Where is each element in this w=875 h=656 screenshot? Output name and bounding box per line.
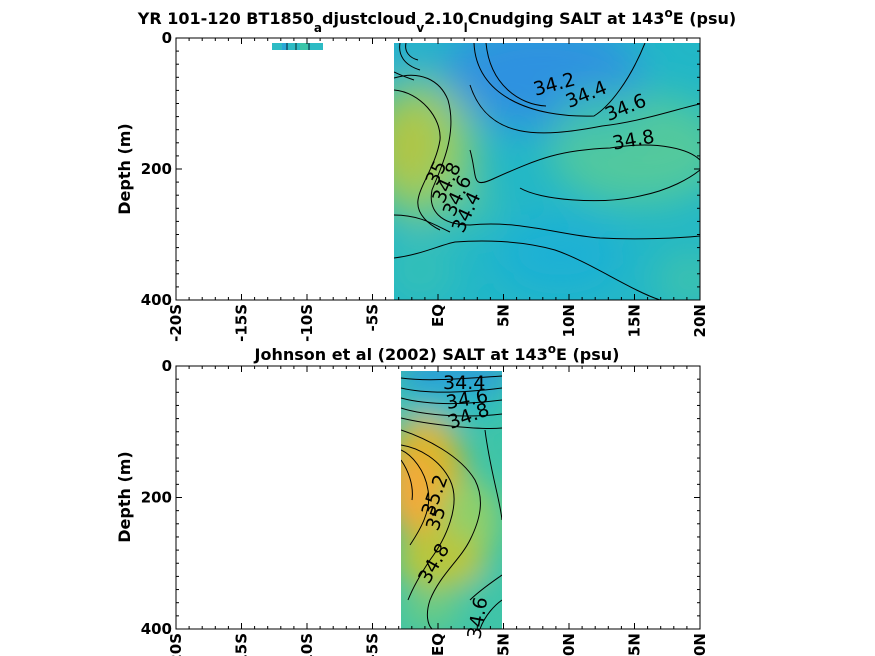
y-tick-label: 0 [162, 357, 172, 375]
contour-lines-observed [401, 375, 502, 629]
salinity-field-observed [401, 371, 502, 629]
y-tick-label: 200 [141, 489, 172, 507]
x-tick-label: EQ [429, 304, 447, 327]
x-tick-label: -15S [233, 304, 251, 342]
contour-label: 34.4 [443, 372, 485, 394]
panel-observed: Johnson et al (2002) SALT at 143oE (psu) [115, 342, 709, 656]
salinity-field-model [394, 43, 700, 300]
x-tick-label: -20S [167, 304, 185, 342]
x-tick-label: -10S [298, 304, 316, 342]
panel-observed-title: Johnson et al (2002) SALT at 143oE (psu) [254, 342, 620, 364]
panel-model: YR 101-120 BT1850adjustcloudv2.10lCnudgi… [115, 6, 736, 342]
y-tick-label: 400 [141, 620, 172, 638]
x-tick-label: EQ [429, 633, 447, 656]
x-tick-label: 5N [495, 633, 513, 656]
x-tick-label: -5S [364, 304, 382, 331]
x-tick-label: -20S [167, 633, 185, 656]
salinity-field-strip [272, 43, 323, 50]
x-tick-label: 5N [495, 304, 513, 327]
x-tick-label: 15N [626, 304, 644, 337]
y-axis-label: Depth (m) [115, 451, 134, 543]
contour-lines-model [394, 43, 700, 300]
y-tick-label: 200 [141, 160, 172, 178]
y-axis-label: Depth (m) [115, 123, 134, 215]
x-tick-label: 15N [626, 633, 644, 656]
x-tick-label: -5S [364, 633, 382, 656]
x-tick-label: 20N [691, 304, 709, 337]
x-tick-label: 20N [691, 633, 709, 656]
axis-ticks: -20S -15S -10S -5S EQ 5N 10N 15N 20N 0 200 400 [141, 357, 709, 656]
x-tick-label: -10S [298, 633, 316, 656]
x-tick-label: 10N [560, 304, 578, 337]
y-tick-label: 400 [141, 291, 172, 309]
x-tick-label: -15S [233, 633, 251, 656]
panel-model-title: YR 101-120 BT1850adjustcloudv2.10lCnudgi… [137, 6, 736, 35]
y-tick-label: 0 [162, 29, 172, 47]
axis-ticks: -20S -15S -10S -5S EQ 5N 10N 15N 20N 0 200 400 [141, 29, 709, 342]
x-tick-label: 10N [560, 633, 578, 656]
